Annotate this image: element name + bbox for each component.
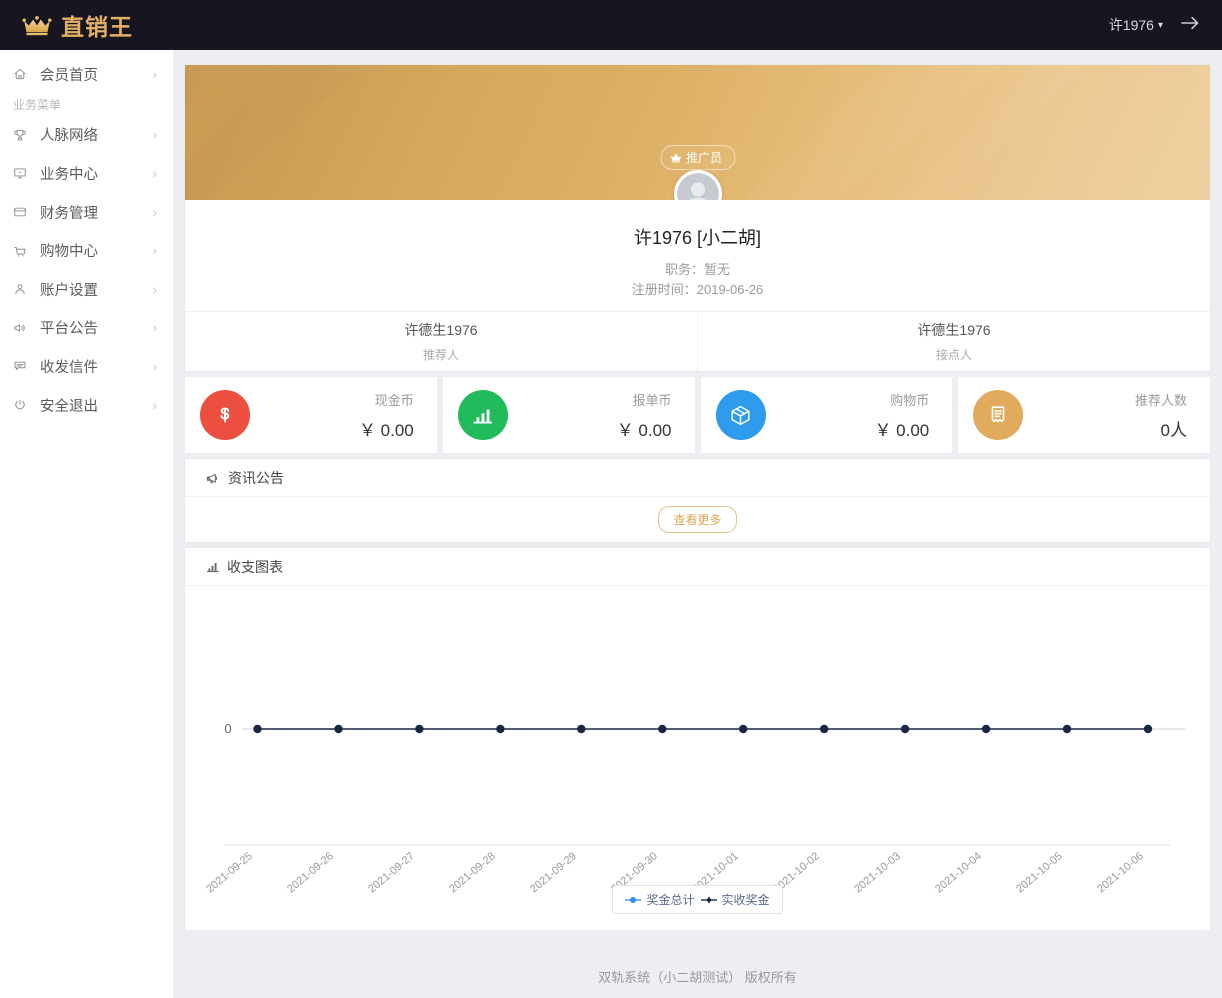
svg-text:0: 0: [224, 721, 231, 736]
